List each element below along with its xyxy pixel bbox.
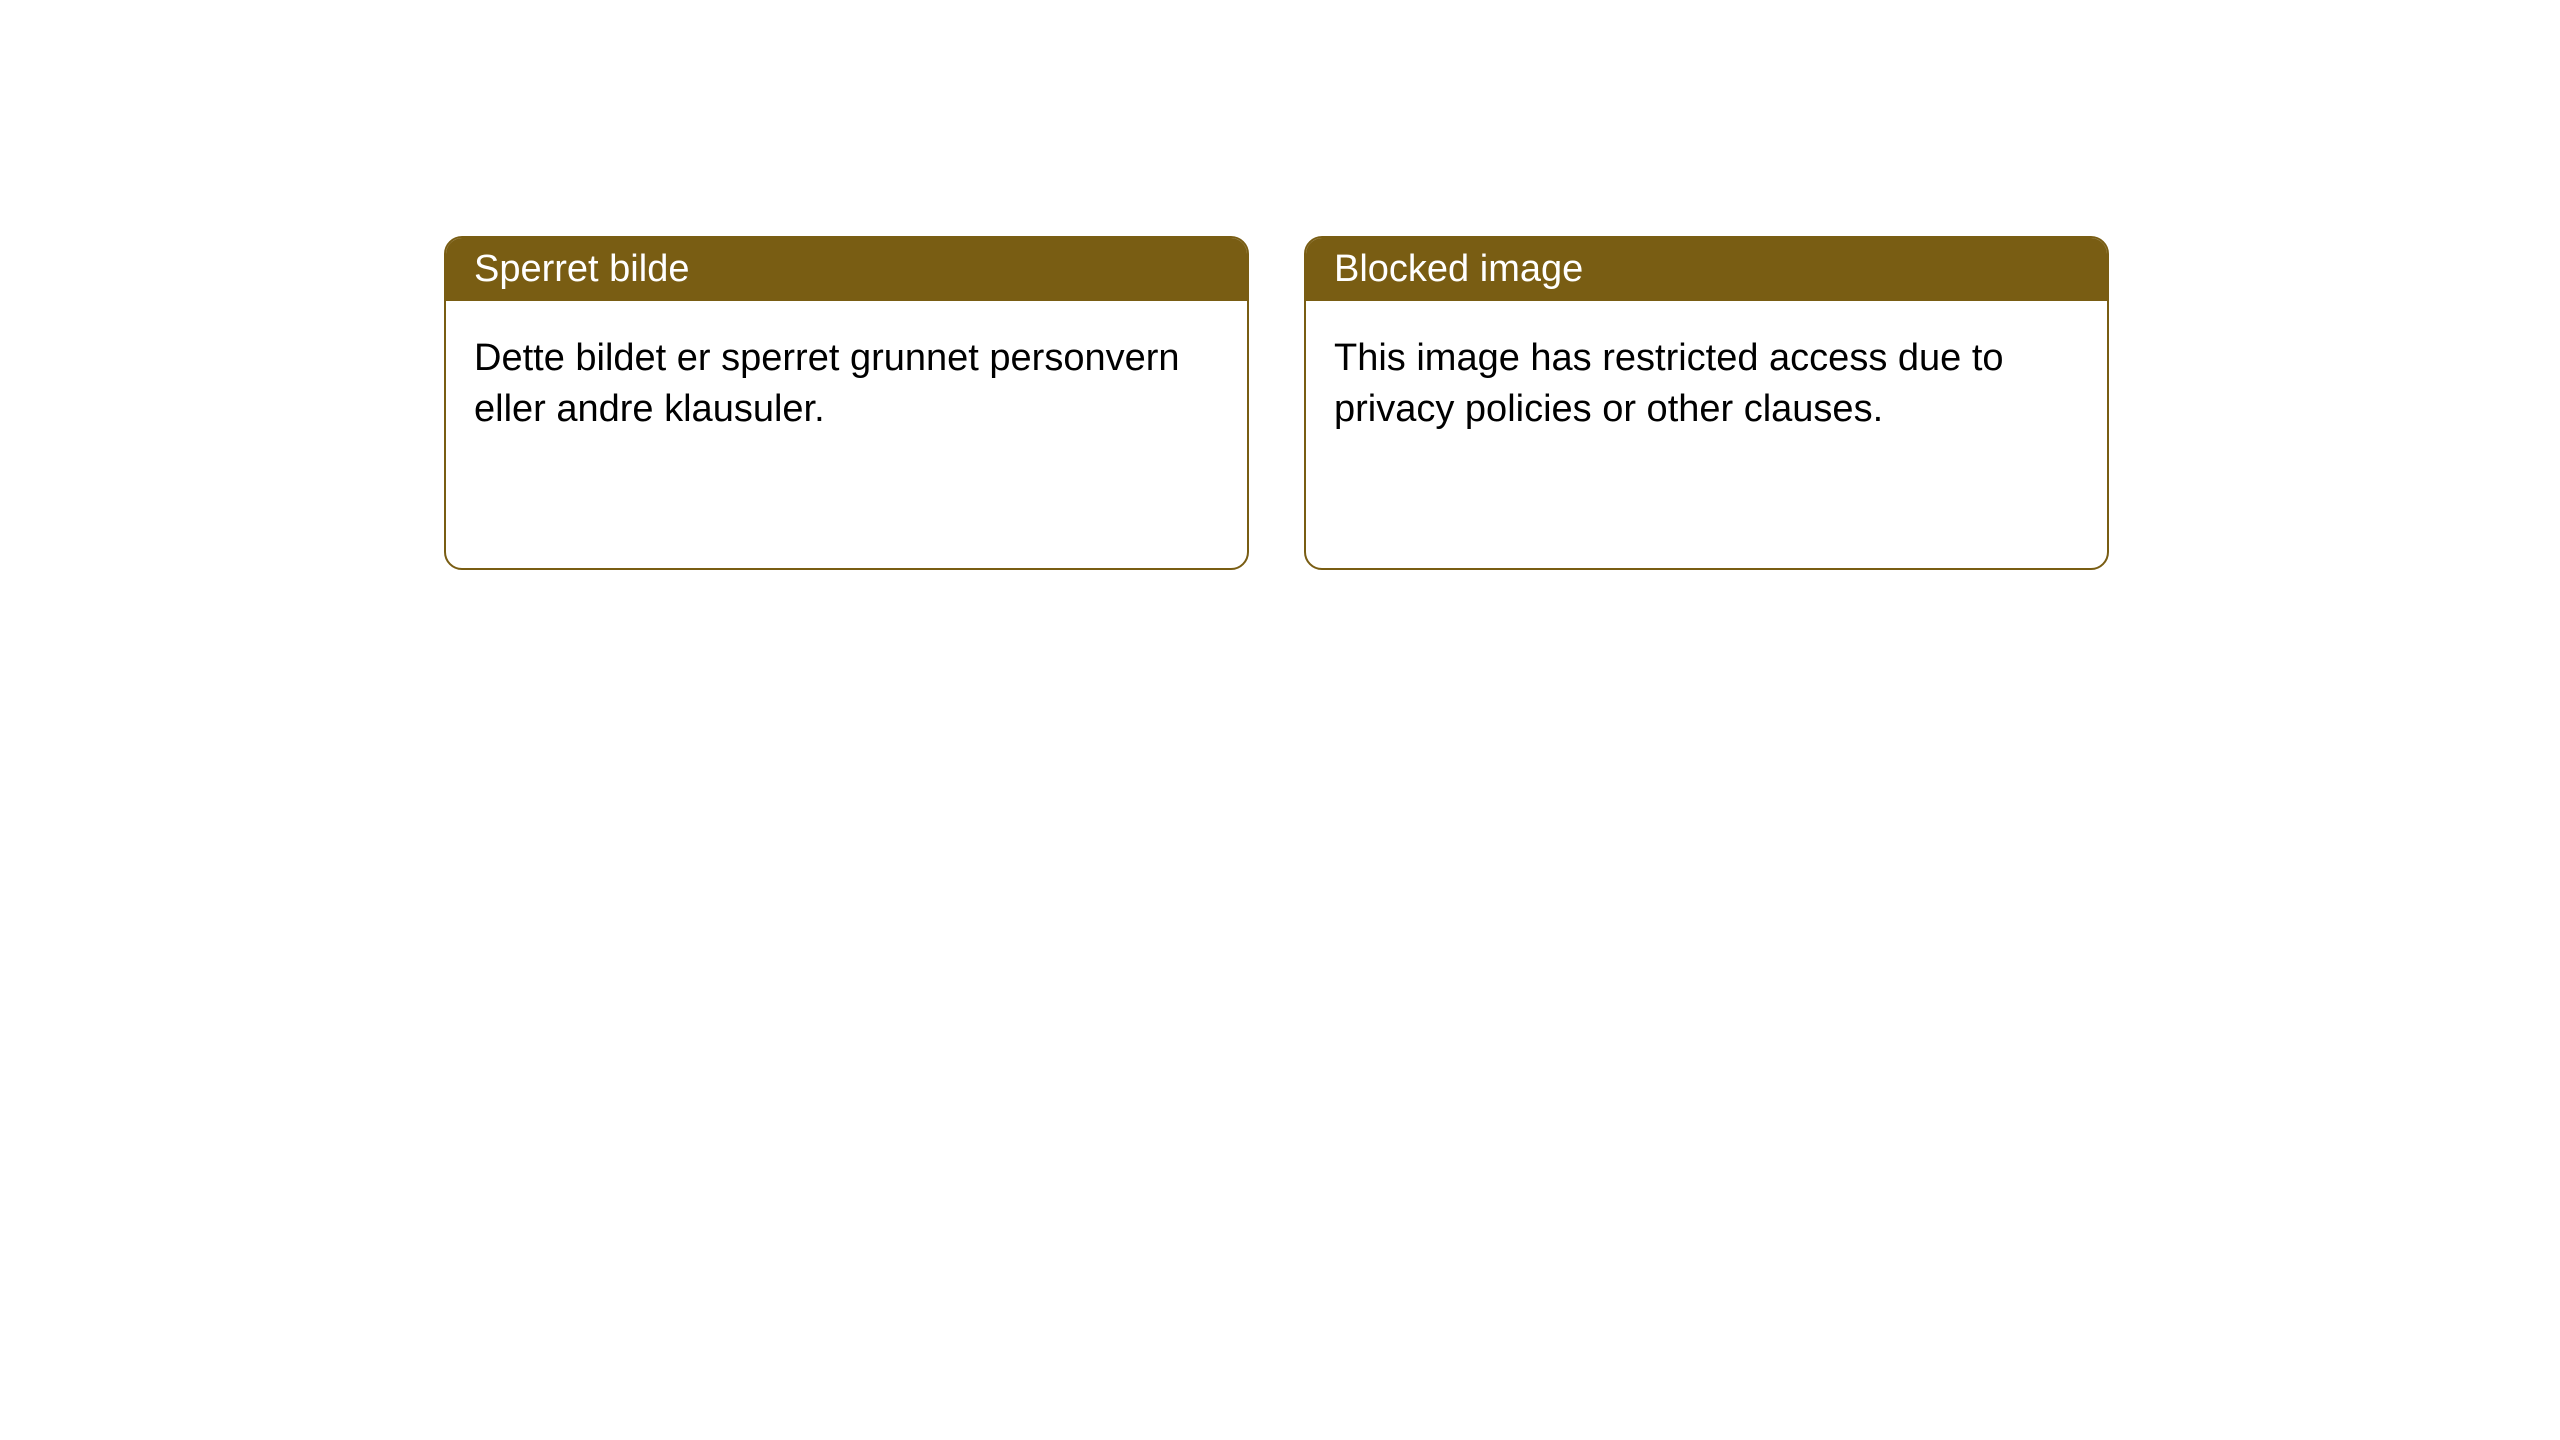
notice-container: Sperret bilde Dette bildet er sperret gr… bbox=[0, 0, 2560, 570]
notice-message: Dette bildet er sperret grunnet personve… bbox=[474, 337, 1180, 430]
notice-header-en: Blocked image bbox=[1306, 238, 2107, 301]
blocked-image-notice-no: Sperret bilde Dette bildet er sperret gr… bbox=[444, 236, 1249, 570]
notice-title: Blocked image bbox=[1334, 248, 1583, 290]
notice-title: Sperret bilde bbox=[474, 248, 689, 290]
notice-message: This image has restricted access due to … bbox=[1334, 337, 2004, 430]
notice-body-no: Dette bildet er sperret grunnet personve… bbox=[446, 301, 1247, 468]
blocked-image-notice-en: Blocked image This image has restricted … bbox=[1304, 236, 2109, 570]
notice-body-en: This image has restricted access due to … bbox=[1306, 301, 2107, 468]
notice-header-no: Sperret bilde bbox=[446, 238, 1247, 301]
